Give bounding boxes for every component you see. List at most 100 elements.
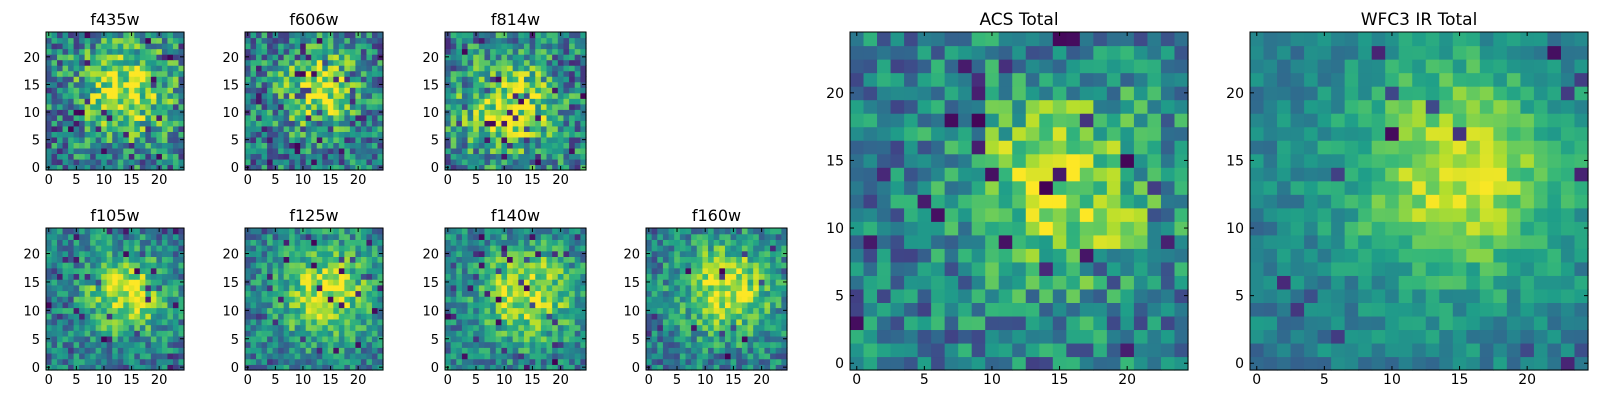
heatmap-cell (456, 87, 462, 93)
heatmap-cell (513, 38, 519, 44)
heatmap-cell (74, 353, 80, 359)
heatmap-cell (344, 153, 350, 159)
heatmap-cell (931, 248, 945, 262)
heatmap-cell (300, 76, 306, 82)
heatmap-cell (322, 319, 328, 325)
heatmap-cell (501, 273, 507, 279)
heatmap-cell (63, 153, 69, 159)
heatmap-cell (328, 153, 334, 159)
heatmap-cell (864, 316, 878, 330)
heatmap-cell (507, 336, 513, 342)
heatmap-cell (496, 256, 502, 262)
heatmap-cell (507, 262, 513, 268)
heatmap-cell (372, 93, 378, 99)
heatmap-cell (256, 268, 262, 274)
heatmap-cell (79, 148, 85, 154)
heatmap-cell (1174, 181, 1188, 195)
heatmap-cell (918, 235, 932, 249)
heatmap-cell (57, 104, 63, 110)
heatmap-cell (129, 353, 135, 359)
heatmap-cell (479, 49, 485, 55)
heatmap-cell (129, 239, 135, 245)
heatmap-cell (468, 239, 474, 245)
heatmap-cell (134, 268, 140, 274)
heatmap-cell (473, 302, 479, 308)
heatmap-cell (535, 325, 541, 331)
heatmap-cell (445, 120, 451, 126)
heatmap-cell (300, 115, 306, 121)
heatmap-cell (918, 329, 932, 343)
heatmap-cell (289, 319, 295, 325)
heatmap-cell (547, 273, 553, 279)
heatmap-cell (90, 268, 96, 274)
y-tick-label: 0 (32, 161, 40, 176)
heatmap-cell (350, 279, 356, 285)
heatmap-cell (90, 279, 96, 285)
heatmap-cell (355, 115, 361, 121)
heatmap-cell (251, 308, 257, 314)
heatmap-cell (1134, 356, 1148, 370)
heatmap-cell (535, 126, 541, 132)
heatmap-cell (262, 153, 268, 159)
x-tick-label: 20 (552, 373, 569, 388)
heatmap-cell (284, 302, 290, 308)
heatmap-cell (273, 296, 279, 302)
heatmap-cell (46, 60, 52, 66)
heatmap-cell (267, 98, 273, 104)
heatmap-cell (322, 279, 328, 285)
heatmap-cell (468, 104, 474, 110)
heatmap-cell (904, 302, 918, 316)
heatmap-cell (451, 76, 457, 82)
heatmap-cell (1080, 181, 1094, 195)
heatmap-cell (289, 137, 295, 143)
heatmap-cell (742, 325, 748, 331)
heatmap-cell (725, 245, 731, 251)
heatmap-cell (173, 60, 179, 66)
heatmap-cell (118, 142, 124, 148)
heatmap-cell (300, 279, 306, 285)
heatmap-cell (575, 296, 581, 302)
heatmap-cell (725, 342, 731, 348)
heatmap-cell (118, 325, 124, 331)
heatmap-cell (162, 353, 168, 359)
heatmap-cell (173, 142, 179, 148)
heatmap-cell (513, 60, 519, 66)
heatmap-cell (496, 109, 502, 115)
heatmap-cell (731, 319, 737, 325)
heatmap-cell (145, 131, 151, 137)
heatmap-cell (123, 126, 129, 132)
heatmap-cell (646, 325, 652, 331)
heatmap-cell (945, 275, 959, 289)
heatmap-cell (322, 54, 328, 60)
heatmap-cell (245, 148, 251, 154)
heatmap-cell (79, 290, 85, 296)
heatmap-cell (484, 93, 490, 99)
heatmap-cell (63, 319, 69, 325)
heatmap-cell (295, 71, 301, 77)
heatmap-cell (524, 251, 530, 257)
heatmap-cell (563, 120, 569, 126)
heatmap-cell (685, 234, 691, 240)
heatmap-cell (456, 296, 462, 302)
heatmap-cell (366, 347, 372, 353)
heatmap-cell (151, 285, 157, 291)
heatmap-cell (958, 343, 972, 357)
heatmap-cell (101, 290, 107, 296)
heatmap-cell (552, 93, 558, 99)
heatmap-cell (85, 38, 91, 44)
heatmap-cell (284, 268, 290, 274)
heatmap-cell (74, 256, 80, 262)
heatmap-cell (530, 330, 536, 336)
heatmap-cell (156, 308, 162, 314)
heatmap-cell (167, 104, 173, 110)
heatmap-cell (891, 329, 905, 343)
heatmap-cell (725, 313, 731, 319)
heatmap-cell (445, 93, 451, 99)
heatmap-cell (669, 245, 675, 251)
heatmap-cell (652, 313, 658, 319)
heatmap-cell (306, 153, 312, 159)
heatmap-cell (339, 43, 345, 49)
heatmap-cell (652, 262, 658, 268)
heatmap-cell (1026, 302, 1040, 316)
heatmap-cell (462, 336, 468, 342)
